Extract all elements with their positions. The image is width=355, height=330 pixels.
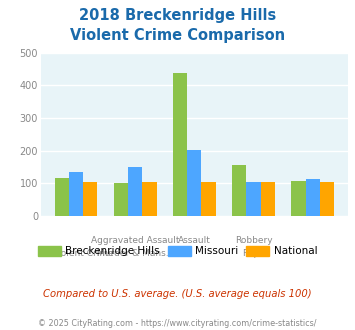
Bar bbox=[55, 178, 69, 216]
Bar bbox=[83, 182, 97, 216]
Text: Aggravated Assault: Aggravated Assault bbox=[91, 236, 180, 245]
Text: Assault: Assault bbox=[178, 236, 211, 245]
Text: Rape: Rape bbox=[242, 249, 265, 258]
Bar bbox=[291, 181, 306, 216]
Legend: Breckenridge Hills, Missouri, National: Breckenridge Hills, Missouri, National bbox=[34, 242, 321, 260]
Bar bbox=[114, 183, 128, 216]
Bar bbox=[306, 179, 320, 216]
Bar bbox=[232, 165, 246, 216]
Bar bbox=[128, 167, 142, 216]
Text: Compared to U.S. average. (U.S. average equals 100): Compared to U.S. average. (U.S. average … bbox=[43, 289, 312, 299]
Bar bbox=[69, 172, 83, 216]
Text: Robbery: Robbery bbox=[235, 236, 272, 245]
Text: 2018 Breckenridge Hills: 2018 Breckenridge Hills bbox=[79, 8, 276, 23]
Bar bbox=[261, 182, 275, 216]
Bar bbox=[246, 182, 261, 216]
Bar bbox=[173, 73, 187, 216]
Bar bbox=[142, 182, 157, 216]
Text: Violent Crime Comparison: Violent Crime Comparison bbox=[70, 28, 285, 43]
Text: Murder & Mans...: Murder & Mans... bbox=[97, 249, 174, 258]
Bar bbox=[201, 182, 215, 216]
Bar bbox=[187, 150, 201, 216]
Text: All Violent Crime: All Violent Crime bbox=[38, 249, 114, 258]
Bar bbox=[320, 182, 334, 216]
Text: © 2025 CityRating.com - https://www.cityrating.com/crime-statistics/: © 2025 CityRating.com - https://www.city… bbox=[38, 319, 317, 328]
